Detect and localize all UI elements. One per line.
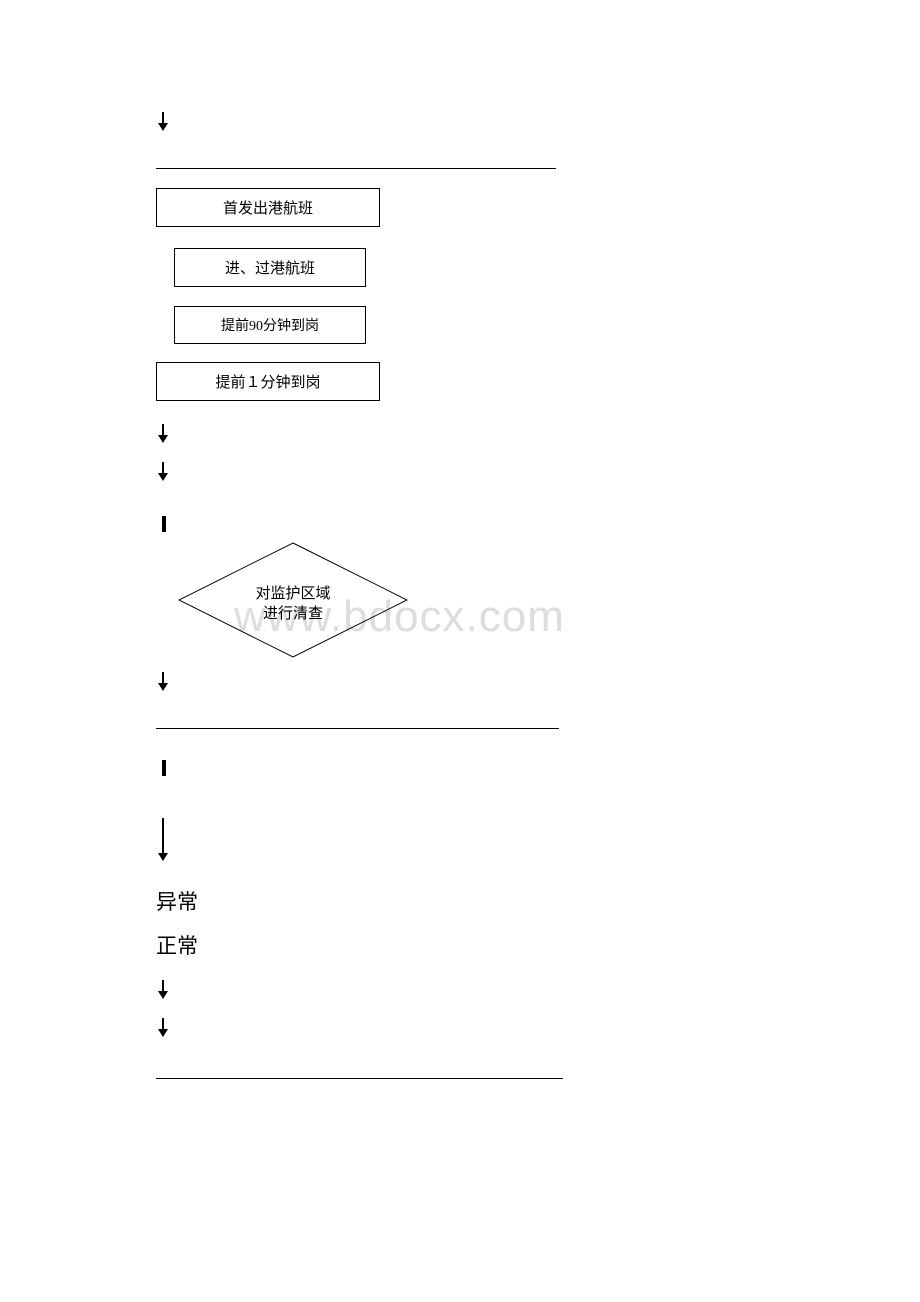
process-box: 首发出港航班 (156, 188, 380, 227)
process-label: 首发出港航班 (223, 201, 313, 217)
process-label: 提前１分钟到岗 (215, 375, 320, 391)
arrow-icon (162, 818, 164, 856)
decision-diamond: 对监护区域 进行清查 (178, 542, 408, 662)
branch-label-abnormal: 异常 (156, 886, 920, 916)
divider-line (156, 1078, 563, 1079)
branch-text: 正常 (156, 934, 198, 958)
process-box: 提前90分钟到岗 (174, 306, 366, 344)
arrow-icon (162, 1018, 164, 1032)
process-box: 进、过港航班 (174, 248, 366, 287)
branch-text: 异常 (156, 890, 198, 914)
arrow-icon (162, 672, 164, 686)
arrow-icon (162, 980, 164, 994)
branch-label-normal: 正常 (156, 930, 920, 960)
process-label: 进、过港航班 (225, 261, 315, 277)
decision-line2: 进行清查 (263, 606, 323, 622)
decision-text: 对监护区域 进行清查 (178, 584, 408, 624)
divider-line (156, 168, 556, 169)
tick-mark (162, 760, 166, 776)
arrow-icon (162, 462, 164, 476)
tick-mark (162, 516, 166, 532)
arrow-icon (162, 424, 164, 438)
arrow-icon (162, 112, 164, 126)
divider-line (156, 728, 559, 729)
process-label: 提前90分钟到岗 (221, 319, 319, 334)
decision-line1: 对监护区域 (255, 586, 330, 602)
process-box: 提前１分钟到岗 (156, 362, 380, 401)
